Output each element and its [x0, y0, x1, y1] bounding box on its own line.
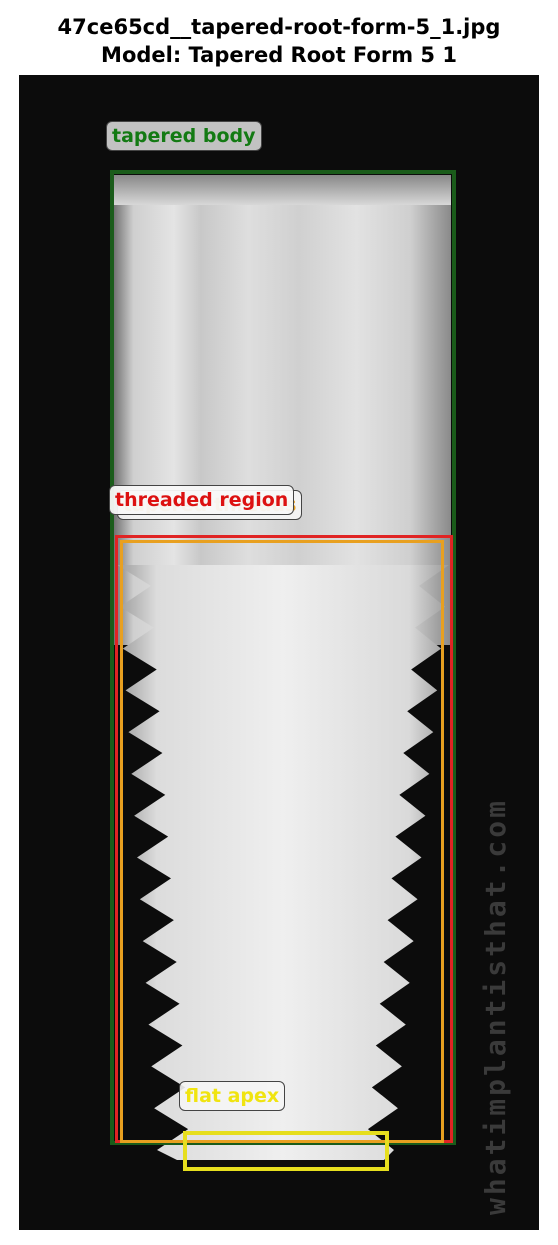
- watermark-text: whatimplantisthat.com: [479, 797, 512, 1215]
- tapered-threads-box: [120, 540, 444, 1143]
- implant-collar-top: [113, 175, 451, 205]
- tapered-body-label: tapered body: [106, 121, 262, 151]
- implant-threaded-body: [117, 565, 449, 1160]
- flat-apex-label: flat apex: [179, 1081, 286, 1111]
- figure-filename-title: 47ce65cd__tapered-root-form-5_1.jpg: [57, 15, 501, 39]
- threaded-region-label: threaded region: [109, 485, 295, 515]
- flat-apex-box: [183, 1131, 389, 1171]
- tapered-body-box: [110, 170, 456, 1145]
- figure-model-title: Model: Tapered Root Form 5 1: [101, 43, 457, 67]
- thread-profile: [117, 565, 449, 1160]
